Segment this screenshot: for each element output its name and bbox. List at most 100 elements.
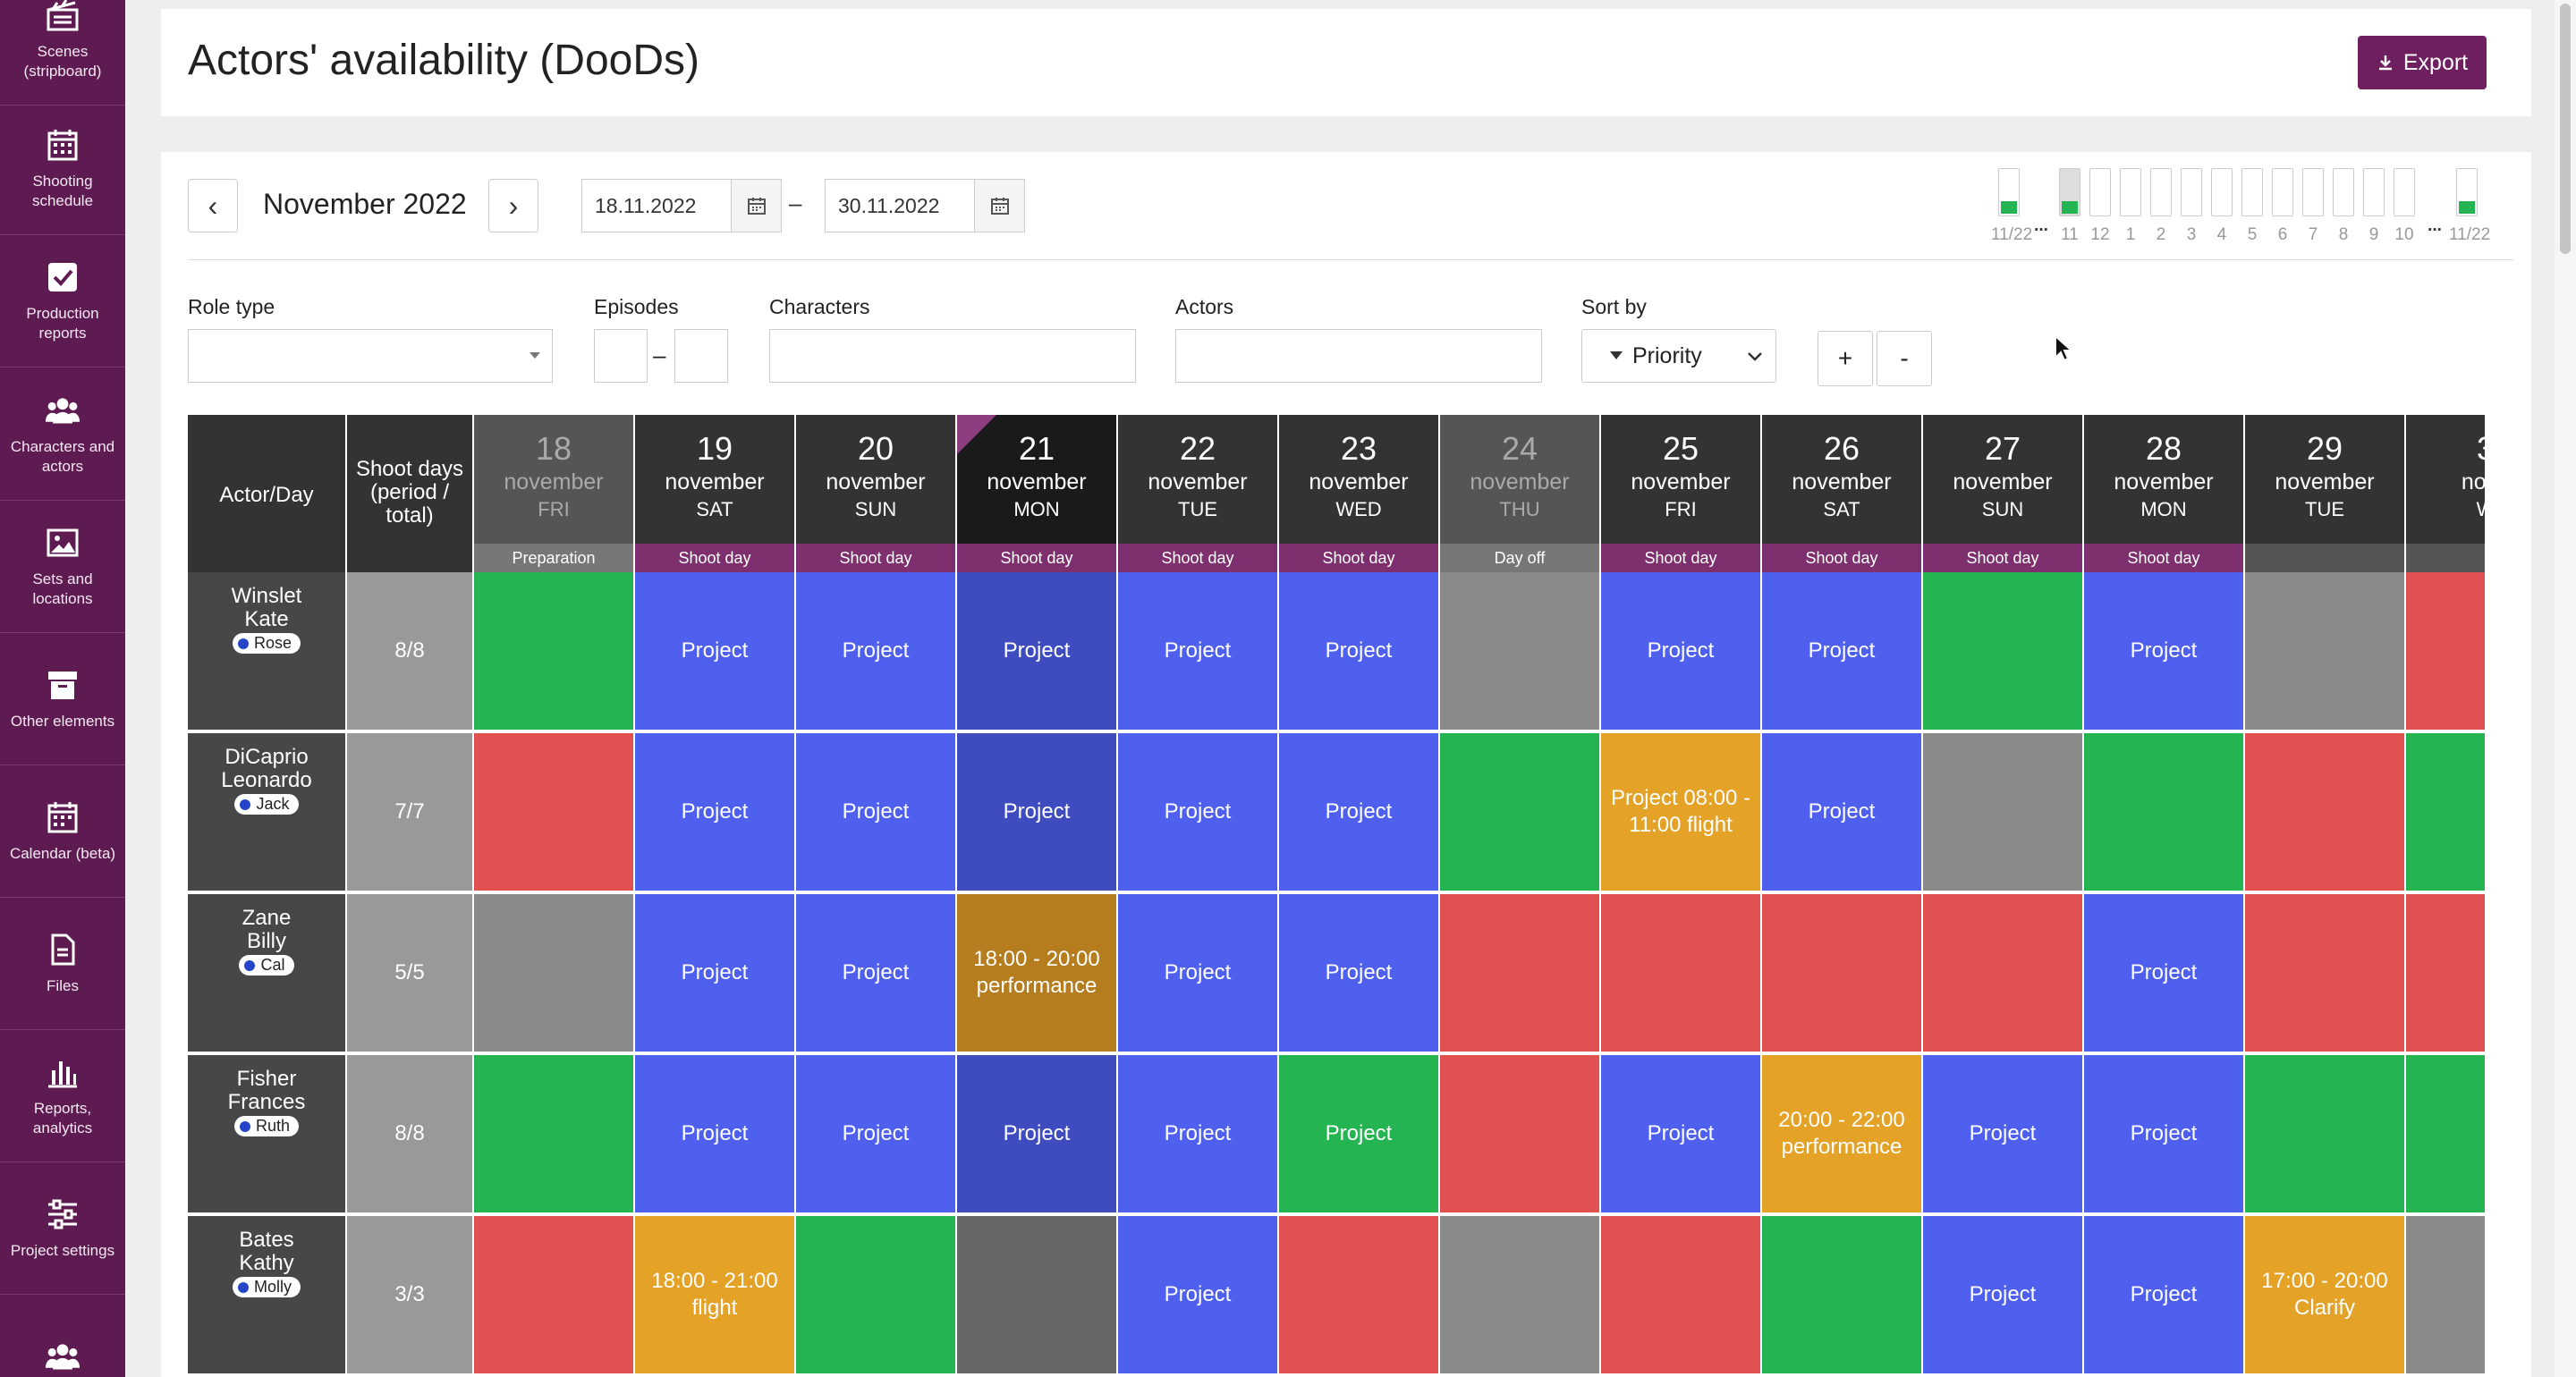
date-to-field[interactable]: 30.11.2022 [825,179,1025,232]
availability-cell[interactable]: Project [796,1055,957,1214]
zoom-in-button[interactable]: + [1818,331,1873,386]
availability-cell[interactable] [474,1055,635,1214]
export-button[interactable]: Export [2358,36,2487,89]
availability-cell[interactable]: Project [1279,894,1440,1053]
availability-cell[interactable] [474,1216,635,1375]
availability-cell[interactable]: Project [796,572,957,731]
day-header[interactable]: 26 november SAT [1762,415,1923,544]
episodes-to-input[interactable] [674,329,728,383]
prev-month-button[interactable]: ‹ [188,179,238,232]
availability-cell[interactable] [1923,572,2084,731]
availability-cell[interactable] [1923,733,2084,892]
availability-cell[interactable] [1440,572,1601,731]
timeline-day-bar[interactable] [2181,168,2202,216]
availability-cell[interactable]: Project [635,733,796,892]
availability-cell[interactable]: Project [1279,1055,1440,1214]
availability-cell[interactable] [1601,1216,1762,1375]
availability-cell[interactable] [2406,894,2485,1053]
sidebar-item-3[interactable]: Production reports [0,235,125,367]
day-header[interactable]: 22 november TUE [1118,415,1279,544]
availability-cell[interactable] [957,1216,1118,1375]
availability-cell[interactable]: Project [796,894,957,1053]
actor-cell[interactable]: Winslet Kate Rose [188,572,347,731]
availability-cell[interactable]: Project [1923,1055,2084,1214]
timeline-day-bar[interactable] [2150,168,2172,216]
availability-cell[interactable]: Project [2084,572,2245,731]
availability-cell[interactable]: Project [796,733,957,892]
availability-cell[interactable]: Project [1118,1216,1279,1375]
characters-input[interactable] [769,329,1136,383]
availability-cell[interactable]: 17:00 - 20:00 Clarify [2245,1216,2406,1375]
availability-cell[interactable] [474,733,635,892]
timeline-day-bar[interactable] [2302,168,2324,216]
day-header[interactable]: 25 november FRI [1601,415,1762,544]
availability-cell[interactable]: Project [2084,894,2245,1053]
availability-cell[interactable]: Project [1601,572,1762,731]
calendar-icon[interactable] [731,180,781,232]
sidebar-item-10[interactable]: Project settings [0,1162,125,1295]
day-header[interactable]: 29 november TUE [2245,415,2406,544]
date-from-field[interactable]: 18.11.2022 [581,179,782,232]
day-header[interactable]: 28 november MON [2084,415,2245,544]
timeline-day-bar[interactable] [2241,168,2263,216]
availability-cell[interactable]: Project [1601,1055,1762,1214]
timeline-day-bar[interactable] [2456,168,2478,216]
calendar-icon[interactable] [974,180,1024,232]
availability-cell[interactable]: Project [1762,733,1923,892]
role-type-select[interactable] [188,329,553,383]
day-header[interactable]: 18 november FRI [474,415,635,544]
availability-cell[interactable]: Project [1762,572,1923,731]
timeline-day-bar[interactable] [2333,168,2354,216]
availability-cell[interactable]: Project [2084,1216,2245,1375]
timeline-day-bar[interactable] [2120,168,2141,216]
timeline-day-bar[interactable] [2089,168,2111,216]
availability-cell[interactable] [474,894,635,1053]
availability-cell[interactable]: Project [957,1055,1118,1214]
availability-cell[interactable] [2245,572,2406,731]
availability-cell[interactable] [1762,1216,1923,1375]
availability-cell[interactable]: Project [1118,572,1279,731]
sidebar-item-2[interactable]: Shooting schedule [0,103,125,235]
sidebar-item-8[interactable]: Files [0,898,125,1030]
day-header[interactable]: 27 november SUN [1923,415,2084,544]
day-header[interactable]: 24 november THU [1440,415,1601,544]
availability-cell[interactable] [796,1216,957,1375]
actor-cell[interactable]: DiCaprio Leonardo Jack [188,733,347,892]
sidebar-item-7[interactable]: Calendar (beta) [0,765,125,898]
timeline-day-bar[interactable] [2272,168,2293,216]
page-scrollbar[interactable] [2555,0,2576,1377]
availability-cell[interactable]: 18:00 - 21:00 flight [635,1216,796,1375]
availability-cell[interactable]: Project [2084,1055,2245,1214]
availability-cell[interactable] [2245,894,2406,1053]
availability-cell[interactable] [2406,733,2485,892]
actor-cell[interactable]: Zane Billy Cal [188,894,347,1053]
timeline-day-bar[interactable] [2363,168,2385,216]
sidebar-item-1[interactable]: Scenes (stripboard) [0,0,125,106]
day-header[interactable]: 20 november SUN [796,415,957,544]
timeline-day-bar[interactable] [2059,168,2080,216]
availability-cell[interactable] [1762,894,1923,1053]
scrollbar-thumb[interactable] [2560,4,2571,254]
availability-cell[interactable] [1440,1055,1601,1214]
availability-cell[interactable]: Project [1118,894,1279,1053]
sidebar-item-6[interactable]: Other elements [0,633,125,765]
availability-cell[interactable] [1440,733,1601,892]
availability-cell[interactable] [1440,894,1601,1053]
availability-cell[interactable]: Project [1923,1216,2084,1375]
day-header[interactable]: 23 november WED [1279,415,1440,544]
availability-cell[interactable]: Project [957,733,1118,892]
availability-cell[interactable] [1279,1216,1440,1375]
actor-cell[interactable]: Bates Kathy Molly [188,1216,347,1375]
sidebar-item-9[interactable]: Reports, analytics [0,1030,125,1162]
sidebar-item-4[interactable]: Characters and actors [0,368,125,501]
zoom-out-button[interactable]: - [1877,331,1932,386]
availability-cell[interactable]: Project [1279,572,1440,731]
timeline-day-bar[interactable] [2394,168,2415,216]
availability-cell[interactable]: Project [1118,733,1279,892]
next-month-button[interactable]: › [488,179,538,232]
availability-cell[interactable]: Project [635,894,796,1053]
timeline-day-bar[interactable] [2211,168,2233,216]
availability-cell[interactable]: 20:00 - 22:00 performance [1762,1055,1923,1214]
availability-cell[interactable] [1601,894,1762,1053]
